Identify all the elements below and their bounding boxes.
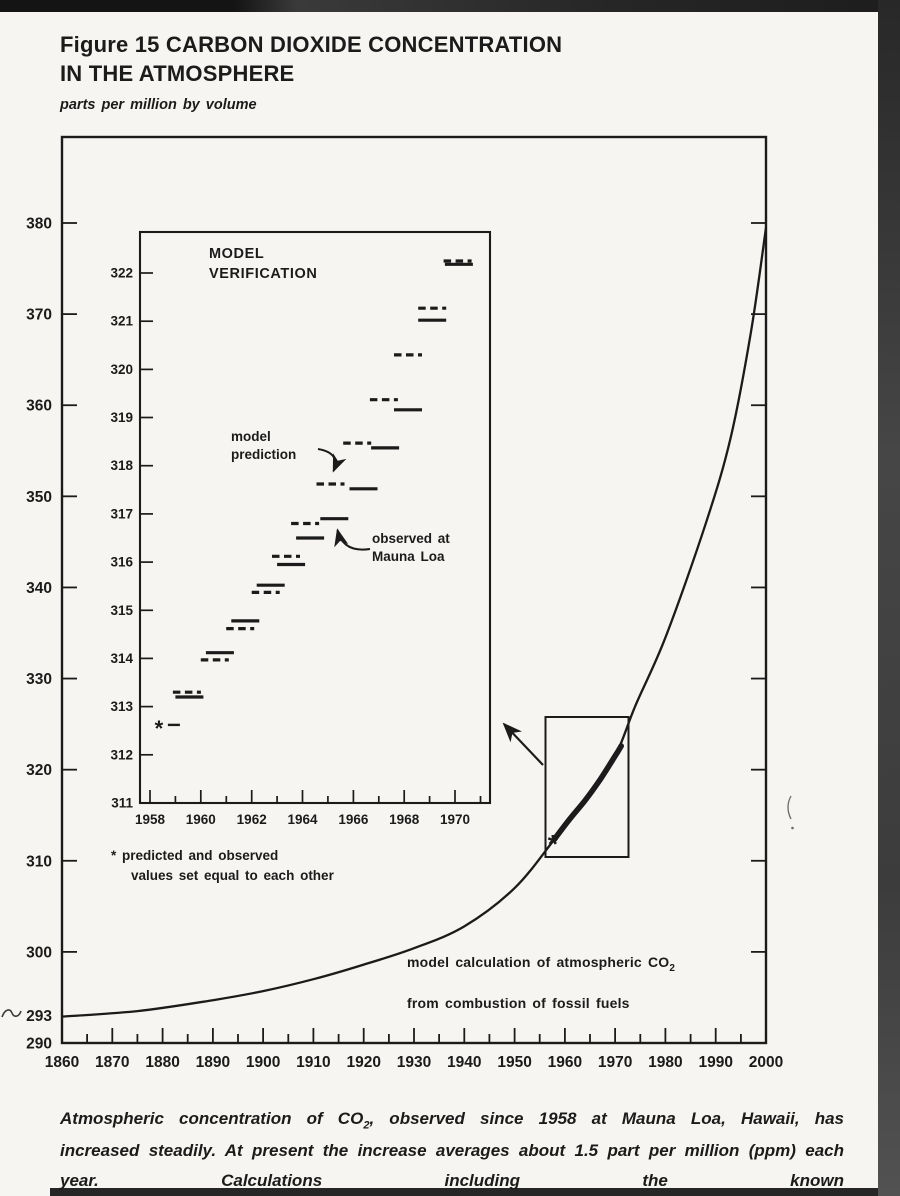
tick-label: 1880 <box>145 1054 179 1071</box>
tick-label: 360 <box>26 398 52 415</box>
tick-label: 340 <box>26 580 52 597</box>
tick-label: 1910 <box>296 1054 330 1071</box>
y-axis-units-label: parts per million by volume <box>60 97 257 113</box>
tick-label: 1980 <box>648 1054 682 1071</box>
co2-subscript: 2 <box>363 1119 370 1132</box>
co2-subscript: 2 <box>669 962 676 974</box>
main-x-axis-labels: 1860 1870 1880 1890 1900 1910 1920 1930 1940 1950… <box>45 1054 783 1071</box>
tick-label: 1920 <box>346 1054 380 1071</box>
tick-label: 319 <box>110 410 133 425</box>
main-x-axis-ticks <box>61 1028 767 1043</box>
tick-label: 316 <box>110 555 133 570</box>
tick-label: 1964 <box>287 812 318 827</box>
tick-label: 320 <box>26 762 52 779</box>
inset-y-axis-ticks <box>140 272 153 804</box>
tick-label: 1970 <box>440 812 470 827</box>
scan-artifact-right-band <box>878 0 900 1196</box>
tick-label: 380 <box>26 216 52 233</box>
tick-label: 350 <box>26 489 52 506</box>
tick-label: 317 <box>110 506 133 521</box>
tick-label: 1870 <box>95 1054 129 1071</box>
inset-asterisk-marker: * <box>155 716 164 741</box>
tick-label: 293 <box>26 1008 52 1025</box>
inset-source-highlight-box <box>544 716 630 858</box>
tick-label: 311 <box>111 796 133 811</box>
tick-label: 1960 <box>186 812 216 827</box>
tick-label: 1970 <box>598 1054 632 1071</box>
tick-label: 322 <box>110 266 133 281</box>
tick-label: 318 <box>110 458 133 473</box>
observed-at-mauna-loa-label: observed at Mauna Loa <box>372 531 450 564</box>
model-calculation-line1: model calculation of atmospheric CO2 <box>407 953 676 974</box>
model-calculation-label: model calculation of atmospheric CO2 fro… <box>407 934 675 1032</box>
inset-title: MODEL VERIFICATION <box>209 246 318 282</box>
tick-label: 1990 <box>698 1054 732 1071</box>
co2-model-curve <box>61 227 768 1018</box>
tick-label: 330 <box>26 671 52 688</box>
tick-label: 1966 <box>338 812 369 827</box>
tick-label: 290 <box>26 1036 52 1053</box>
mauna-loa-observed-overlay <box>551 743 624 843</box>
main-y-axis-labels: 290 300 310 320 330 340 350 360 370 380 293 <box>26 216 52 1053</box>
tick-label: 1958 <box>135 812 166 827</box>
tick-label: 1900 <box>246 1054 280 1071</box>
inset-x-axis-labels: 1958 1960 1962 1964 1966 1968 1970 <box>135 812 470 827</box>
tick-label: 1930 <box>397 1054 431 1071</box>
tick-label: 1962 <box>237 812 267 827</box>
tick-label: 315 <box>110 603 133 618</box>
scan-artifact-top-bar <box>0 0 900 12</box>
tick-label: 314 <box>110 651 133 666</box>
main-asterisk-marker: * <box>548 829 559 859</box>
model-prediction-segments <box>172 259 472 694</box>
inset-x-axis-ticks <box>149 790 482 803</box>
tick-label: 320 <box>110 362 133 377</box>
scan-artifact-bottom-bar <box>50 1188 878 1196</box>
main-y-axis-ticks <box>62 222 766 953</box>
inset-y-axis-labels: 311 312 313 314 315 316 317 318 319 320 321 322 <box>110 266 133 811</box>
model-prediction-arrow <box>317 448 347 473</box>
tick-label: 300 <box>26 944 52 961</box>
tick-label: 1968 <box>389 812 420 827</box>
figure-title: Figure 15 CARBON DIOXIDE CONCENTRATION I… <box>60 32 563 87</box>
tick-label: 1890 <box>196 1054 230 1071</box>
tick-label: 2000 <box>749 1054 783 1071</box>
tick-label: 1860 <box>45 1054 79 1071</box>
pencil-mark <box>1 1009 22 1018</box>
tick-label: 1940 <box>447 1054 481 1071</box>
observed-arrow <box>334 528 371 551</box>
model-prediction-label: model prediction <box>231 429 297 462</box>
arrow-box-to-inset <box>502 722 544 766</box>
tick-label: 312 <box>110 747 133 762</box>
generated-chart-graphics: 290 300 310 320 330 340 350 360 370 380 293 1860 187… <box>26 135 783 1071</box>
tick-label: 1960 <box>548 1054 582 1071</box>
tick-label: 370 <box>26 307 52 324</box>
model-calculation-line2: from combustion of fossil fuels <box>407 995 630 1012</box>
observed-segments <box>175 262 473 699</box>
figure-caption: Atmospheric concentration of CO2, observ… <box>60 1109 844 1190</box>
main-plot-frame <box>60 135 768 1045</box>
tick-label: 313 <box>110 699 133 714</box>
tick-label: 321 <box>110 314 133 329</box>
inset-plot-frame <box>138 230 492 805</box>
scan-specks <box>787 795 794 830</box>
tick-label: 1950 <box>497 1054 531 1071</box>
asterisk-footnote: * predicted and observed values set equa… <box>111 848 334 883</box>
tick-label: 310 <box>26 853 52 870</box>
